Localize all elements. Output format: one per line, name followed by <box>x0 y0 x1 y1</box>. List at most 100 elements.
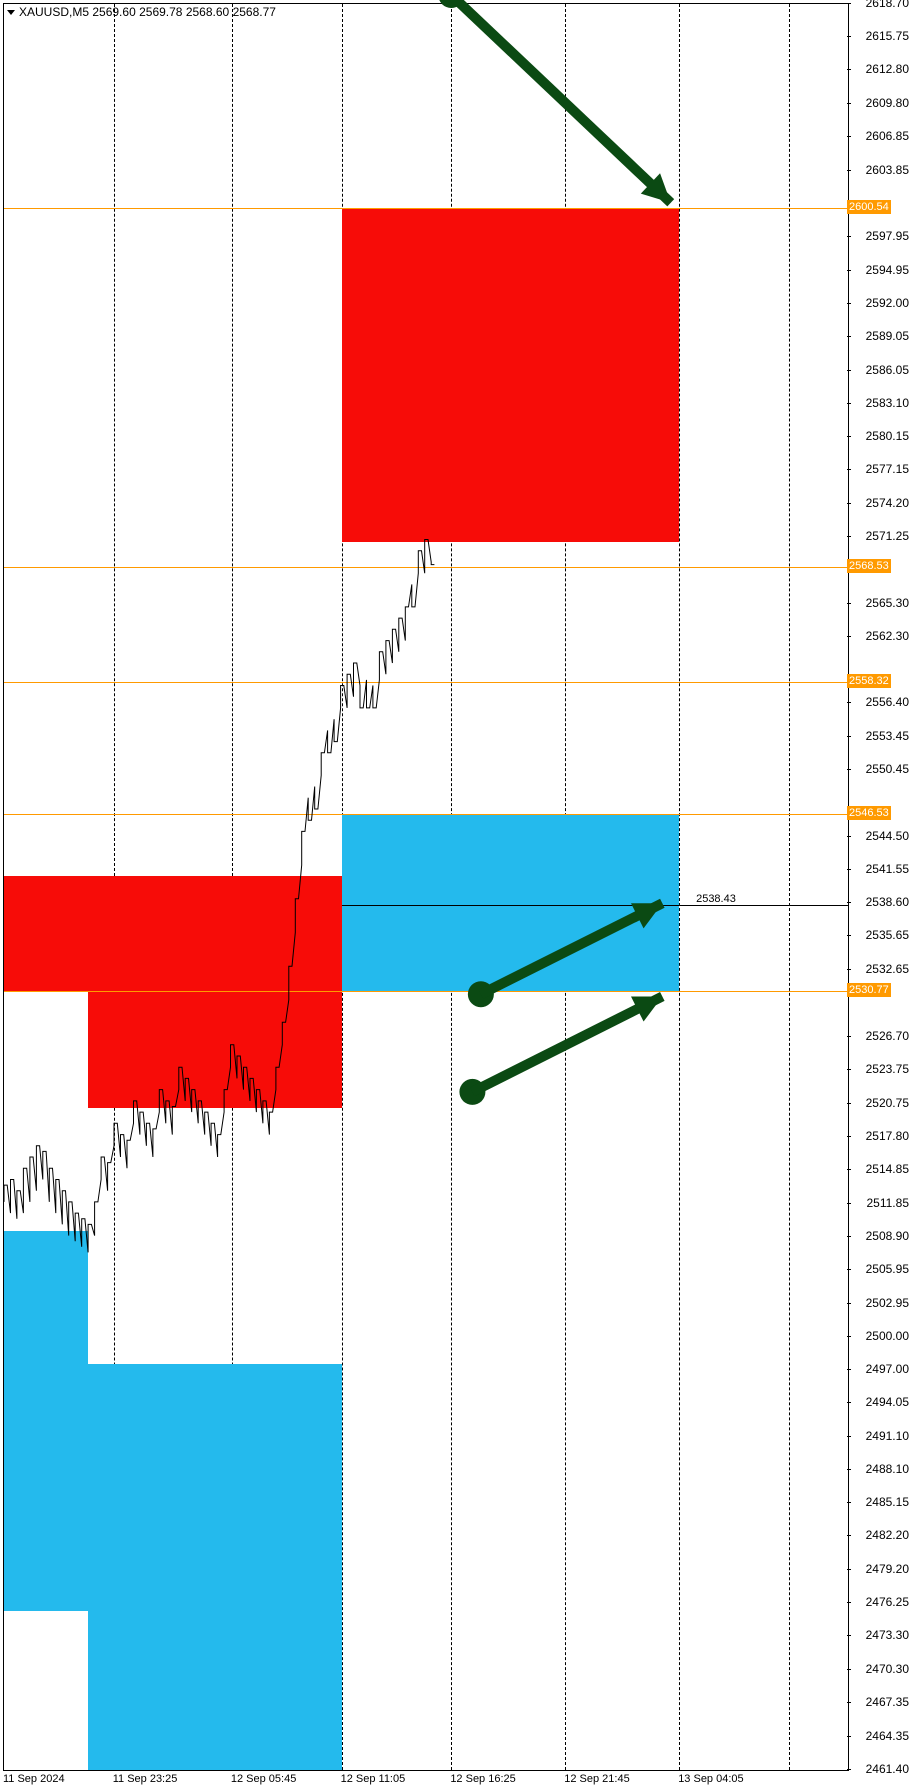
ytick-label: 2479.20 <box>860 1562 909 1576</box>
ytick-label: 2494.05 <box>860 1395 909 1409</box>
arrow-up-2[interactable] <box>4 4 848 1770</box>
ytick-mark <box>847 436 851 437</box>
ytick-label: 2612.80 <box>860 62 909 76</box>
ytick-label: 2488.10 <box>860 1462 909 1476</box>
ytick-label: 2571.25 <box>860 529 909 543</box>
ytick-mark <box>847 236 851 237</box>
hline-price-tag: 2530.77 <box>847 983 891 997</box>
ytick-label: 2514.85 <box>860 1162 909 1176</box>
ytick-mark <box>847 1203 851 1204</box>
ytick-label: 2594.95 <box>860 263 909 277</box>
ytick-mark <box>847 270 851 271</box>
ytick-label: 2535.65 <box>860 928 909 942</box>
xtick-label: 12 Sep 05:45 <box>231 1773 296 1785</box>
xtick-label: 13 Sep 04:05 <box>678 1773 743 1785</box>
ytick-mark <box>847 869 851 870</box>
ytick-mark <box>847 1535 851 1536</box>
ytick-label: 2511.85 <box>861 1196 910 1210</box>
y-axis: 2618.70 2615.75 2612.80 2609.80 2606.85 2603.… <box>847 3 911 1769</box>
ytick-label: 2497.00 <box>860 1362 909 1376</box>
ytick-label: 2615.75 <box>860 29 909 43</box>
ytick-mark <box>847 170 851 171</box>
symbol-ohlc-label[interactable]: XAUUSD,M5 2569.60 2569.78 2568.60 2568.7… <box>7 5 276 19</box>
ytick-label: 2505.95 <box>860 1262 909 1276</box>
xtick-label: 12 Sep 21:45 <box>564 1773 629 1785</box>
ytick-mark <box>847 103 851 104</box>
ytick-mark <box>847 1036 851 1037</box>
ytick-mark <box>847 1635 851 1636</box>
ytick-label: 2467.35 <box>860 1695 909 1709</box>
chart-container: 2538.43 2618.70 2615.75 2612.80 2609.80 2606… <box>0 0 914 1787</box>
ytick-mark <box>847 1169 851 1170</box>
ytick-label: 2461.40 <box>860 1762 909 1776</box>
ytick-label: 2589.05 <box>860 329 909 343</box>
ytick-label: 2520.75 <box>860 1096 909 1110</box>
ytick-label: 2574.20 <box>860 496 909 510</box>
ytick-label: 2502.95 <box>860 1296 909 1310</box>
ytick-label: 2592.00 <box>860 296 909 310</box>
ytick-label: 2508.90 <box>860 1229 909 1243</box>
ytick-label: 2618.70 <box>860 0 909 10</box>
ytick-mark <box>847 1402 851 1403</box>
ytick-mark <box>847 336 851 337</box>
ytick-mark <box>847 1336 851 1337</box>
ytick-label: 2556.40 <box>860 695 909 709</box>
ytick-label: 2609.80 <box>860 96 909 110</box>
ytick-label: 2580.15 <box>860 429 909 443</box>
x-axis: 11 Sep 202411 Sep 23:2512 Sep 05:4512 Se… <box>3 1769 847 1785</box>
xtick-label: 12 Sep 16:25 <box>450 1773 515 1785</box>
ytick-mark <box>847 935 851 936</box>
ytick-label: 2586.05 <box>860 363 909 377</box>
ytick-label: 2470.30 <box>860 1662 909 1676</box>
ytick-mark <box>847 702 851 703</box>
ytick-mark <box>847 969 851 970</box>
ytick-mark <box>847 1736 851 1737</box>
ytick-mark <box>847 1502 851 1503</box>
ytick-mark <box>847 736 851 737</box>
chevron-down-icon[interactable] <box>7 10 15 15</box>
ytick-label: 2577.15 <box>860 462 909 476</box>
ytick-mark <box>847 1669 851 1670</box>
ytick-label: 2538.60 <box>860 895 909 909</box>
ytick-mark <box>847 1369 851 1370</box>
ytick-label: 2500.00 <box>860 1329 909 1343</box>
hline-price-tag: 2558.32 <box>847 674 891 688</box>
ytick-label: 2523.75 <box>860 1062 909 1076</box>
ytick-label: 2550.45 <box>860 762 909 776</box>
ytick-label: 2565.30 <box>860 596 909 610</box>
plot-area[interactable]: 2538.43 <box>3 3 849 1771</box>
ytick-mark <box>847 403 851 404</box>
ytick-mark <box>847 1602 851 1603</box>
xtick-label: 11 Sep 2024 <box>3 1773 65 1785</box>
ytick-label: 2603.85 <box>860 163 909 177</box>
ytick-label: 2541.55 <box>860 862 909 876</box>
ytick-mark <box>847 536 851 537</box>
ytick-label: 2606.85 <box>860 129 909 143</box>
ytick-label: 2482.20 <box>860 1528 909 1542</box>
ytick-mark <box>847 1569 851 1570</box>
ohlc-close: 2568.77 <box>233 5 276 19</box>
ytick-label: 2485.15 <box>860 1495 909 1509</box>
ytick-label: 2491.10 <box>860 1429 909 1443</box>
hline-price-tag: 2568.53 <box>847 559 891 573</box>
ytick-label: 2562.30 <box>860 629 909 643</box>
xtick-label: 12 Sep 11:05 <box>341 1773 406 1785</box>
ytick-label: 2583.10 <box>860 396 909 410</box>
ytick-mark <box>847 303 851 304</box>
ytick-label: 2553.45 <box>860 729 909 743</box>
ytick-mark <box>847 769 851 770</box>
hline-price-tag: 2600.54 <box>847 200 891 214</box>
ytick-label: 2597.95 <box>860 229 909 243</box>
ytick-mark <box>847 69 851 70</box>
ytick-mark <box>847 902 851 903</box>
ytick-label: 2464.35 <box>860 1729 909 1743</box>
ytick-mark <box>847 1303 851 1304</box>
hline-price-tag: 2546.53 <box>847 806 891 820</box>
ytick-mark <box>847 469 851 470</box>
ohlc-open: 2569.60 <box>92 5 135 19</box>
ytick-label: 2526.70 <box>860 1029 909 1043</box>
ytick-mark <box>847 636 851 637</box>
symbol-text: XAUUSD,M5 <box>19 5 89 19</box>
ytick-label: 2544.50 <box>860 829 909 843</box>
ytick-label: 2476.25 <box>860 1595 909 1609</box>
